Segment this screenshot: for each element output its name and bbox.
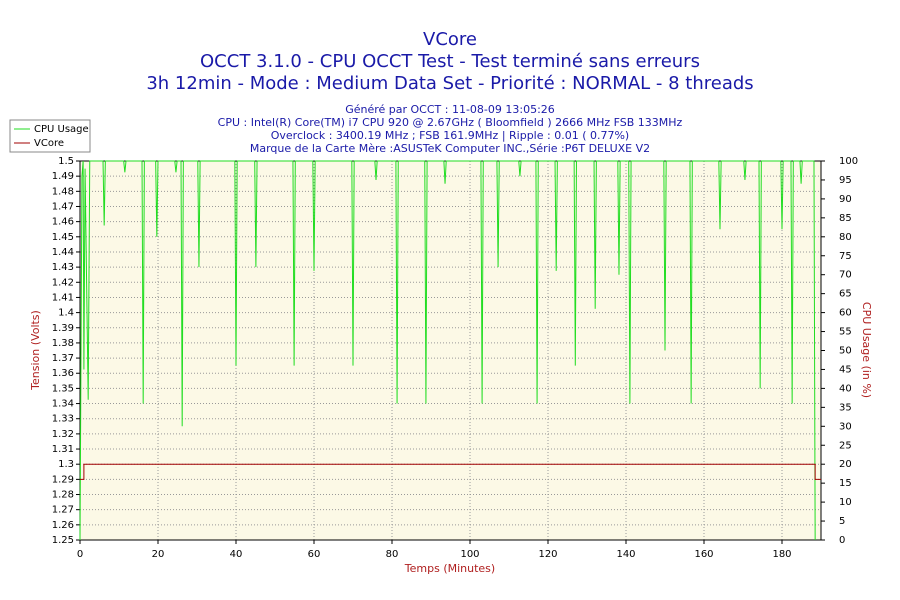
y2-tick-label: 60 (839, 308, 852, 319)
y-tick-label: 1.45 (52, 232, 74, 243)
y-tick-label: 1.31 (52, 444, 74, 455)
y-tick-label: 1.46 (52, 217, 74, 228)
x-tick-label: 100 (460, 549, 479, 560)
series-line (79, 160, 816, 541)
y2-tick-label: 55 (839, 327, 852, 338)
y-tick-label: 1.35 (52, 383, 74, 394)
x-tick-label: 0 (77, 549, 83, 560)
y2-tick-label: 65 (839, 289, 852, 300)
y-tick-label: 1.44 (52, 247, 74, 258)
y-tick-label: 1.4 (58, 308, 74, 319)
y-tick-label: 1.32 (52, 429, 74, 440)
info-line: Overclock : 3400.19 MHz ; FSB 161.9MHz |… (271, 129, 629, 142)
x-tick-label: 40 (230, 549, 243, 560)
legend-label: CPU Usage (34, 124, 89, 135)
y2-tick-label: 30 (839, 421, 852, 432)
y-tick-label: 1.5 (58, 156, 74, 167)
subtitle: OCCT 3.1.0 - CPU OCCT Test - Test termin… (200, 51, 700, 72)
y-tick-label: 1.27 (52, 505, 74, 516)
plot-area (80, 161, 821, 540)
y-tick-label: 1.38 (52, 338, 74, 349)
info-line: CPU : Intel(R) Core(TM) i7 CPU 920 @ 2.6… (218, 116, 683, 129)
y2-tick-label: 100 (839, 156, 858, 167)
x-tick-label: 120 (538, 549, 557, 560)
y2-tick-label: 0 (839, 535, 845, 546)
y2-tick-label: 75 (839, 251, 852, 262)
y-tick-label: 1.3 (58, 459, 74, 470)
legend-box (9, 119, 91, 153)
y2-tick-label: 45 (839, 364, 852, 375)
y-tick-label: 1.33 (52, 414, 74, 425)
y2-tick-label: 80 (839, 232, 852, 243)
y2-tick-label: 50 (839, 346, 852, 357)
y-tick-label: 1.25 (52, 535, 74, 546)
y2-tick-label: 25 (839, 440, 852, 451)
x-tick-label: 160 (694, 549, 713, 560)
y-tick-label: 1.36 (52, 368, 74, 379)
y2-tick-label: 40 (839, 383, 852, 394)
y-tick-label: 1.37 (52, 353, 74, 364)
y2-tick-label: 85 (839, 213, 852, 224)
y2-tick-label: 20 (839, 459, 852, 470)
y2-tick-label: 35 (839, 402, 852, 413)
y-tick-label: 1.39 (52, 323, 74, 334)
y-tick-label: 1.42 (52, 277, 74, 288)
y2-tick-label: 70 (839, 270, 852, 281)
info-line: Marque de la Carte Mère :ASUSTeK Compute… (250, 142, 650, 155)
x-tick-label: 180 (772, 549, 791, 560)
subtitle: 3h 12min - Mode : Medium Data Set - Prio… (146, 73, 753, 94)
x-tick-label: 140 (616, 549, 635, 560)
x-tick-label: 60 (308, 549, 321, 560)
legend-label: VCore (34, 138, 64, 149)
x-tick-label: 20 (152, 549, 165, 560)
y2-tick-label: 15 (839, 478, 852, 489)
x-tick-label: 80 (386, 549, 399, 560)
y2-tick-label: 10 (839, 497, 852, 508)
chart-title: VCore (423, 29, 477, 50)
x-axis-label: Temps (Minutes) (404, 562, 495, 575)
y2-tick-label: 5 (839, 516, 845, 527)
y-tick-label: 1.48 (52, 186, 74, 197)
y-tick-label: 1.29 (52, 474, 74, 485)
series-line (80, 463, 821, 480)
y2-axis-label: CPU Usage (in %) (860, 302, 873, 398)
y-tick-label: 1.43 (52, 262, 74, 273)
y-tick-label: 1.41 (52, 292, 74, 303)
y-axis-label: Tension (Volts) (29, 310, 42, 391)
y2-tick-label: 95 (839, 175, 852, 186)
info-line: Généré par OCCT : 11-08-09 13:05:26 (345, 103, 555, 116)
y-tick-label: 1.28 (52, 490, 74, 501)
y2-tick-label: 90 (839, 194, 852, 205)
y-tick-label: 1.47 (52, 201, 74, 212)
y-tick-label: 1.34 (52, 399, 74, 410)
y-tick-label: 1.49 (52, 171, 74, 182)
y-tick-label: 1.26 (52, 520, 74, 531)
